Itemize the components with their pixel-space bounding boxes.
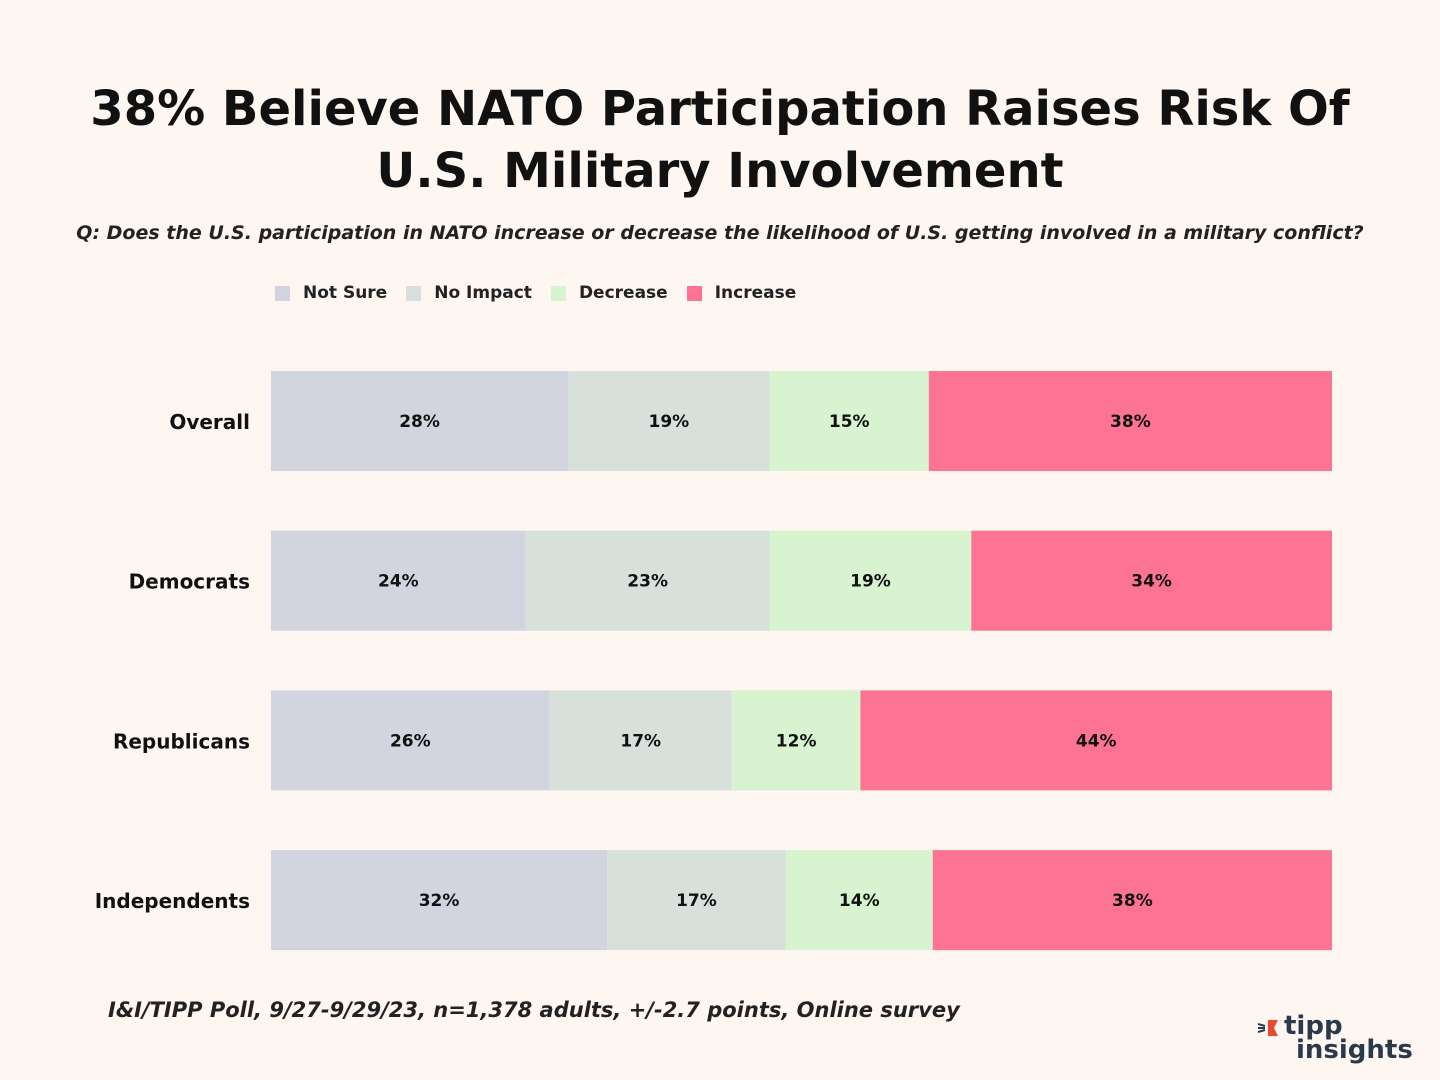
data-label-overall-not-sure: 28%: [399, 412, 440, 432]
logo-text-insights: insights: [1296, 1035, 1413, 1065]
bar-democrats-decrease: [769, 530, 972, 631]
data-label-republicans-decrease: 12%: [776, 731, 817, 751]
bar-democrats-not-sure: [271, 530, 526, 631]
data-label-democrats-decrease: 19%: [850, 572, 891, 592]
category-label-independents: Independents: [95, 889, 250, 913]
source-footnote: I&I/TIPP Poll, 9/27-9/29/23, n=1,378 adu…: [108, 998, 960, 1022]
category-label-democrats: Democrats: [129, 570, 250, 594]
logo-flag-icon: [1257, 1020, 1278, 1036]
legend-swatch-increase: [686, 285, 702, 301]
legend-label-not-sure: Not Sure: [303, 283, 388, 303]
legend-swatch-no-impact: [406, 285, 422, 301]
data-label-democrats-no-impact: 23%: [627, 572, 668, 592]
data-label-independents-no-impact: 17%: [676, 891, 717, 911]
logo-text-tipp: tipp: [1284, 1011, 1343, 1041]
bar-independents-not-sure: [271, 850, 608, 951]
data-label-democrats-not-sure: 24%: [378, 572, 419, 592]
legend-item-no-impact: No Impact: [406, 283, 532, 303]
legend-label-increase: Increase: [714, 283, 797, 303]
bar-overall-not-sure: [271, 371, 569, 471]
bar-independents-no-impact: [607, 850, 786, 951]
data-label-democrats-increase: 34%: [1131, 572, 1172, 592]
bar-independents-decrease: [785, 850, 933, 951]
legend-swatch-decrease: [550, 285, 566, 301]
legend-label-no-impact: No Impact: [434, 283, 532, 303]
bar-democrats-increase: [971, 530, 1332, 631]
bar-independents-increase: [932, 850, 1332, 951]
bar-overall-no-impact: [568, 371, 770, 471]
tipp-insights-logo: tipp insights: [1256, 1012, 1416, 1068]
legend-item-increase: Increase: [686, 283, 797, 303]
data-label-overall-no-impact: 19%: [649, 412, 690, 432]
bar-democrats-no-impact: [525, 530, 770, 631]
category-label-overall: Overall: [169, 410, 250, 434]
chart-title: 38% Believe NATO Participation Raises Ri…: [90, 81, 1350, 199]
data-label-republicans-no-impact: 17%: [620, 731, 661, 751]
category-label-republicans: Republicans: [113, 729, 250, 753]
survey-question: Q: Does the U.S. participation in NATO i…: [76, 222, 1364, 244]
data-label-republicans-increase: 44%: [1076, 731, 1117, 751]
bar-republicans-not-sure: [271, 690, 550, 791]
data-label-independents-decrease: 14%: [839, 891, 880, 911]
bar-republicans-no-impact: [549, 690, 732, 791]
bar-republicans-decrease: [731, 690, 861, 791]
bar-republicans-increase: [860, 690, 1332, 791]
data-label-overall-decrease: 15%: [829, 412, 870, 432]
data-label-independents-increase: 38%: [1112, 891, 1153, 911]
legend-item-not-sure: Not Sure: [275, 283, 387, 303]
legend-swatch-not-sure: [275, 285, 290, 301]
bar-overall-increase: [928, 371, 1332, 471]
legend: Not Sure No Impact Decrease Increase: [275, 282, 815, 304]
data-label-overall-increase: 38%: [1110, 412, 1151, 432]
data-label-independents-not-sure: 32%: [419, 891, 460, 911]
legend-label-decrease: Decrease: [578, 283, 668, 303]
legend-item-decrease: Decrease: [550, 283, 668, 303]
data-label-republicans-not-sure: 26%: [390, 731, 431, 751]
bar-overall-decrease: [769, 371, 929, 471]
